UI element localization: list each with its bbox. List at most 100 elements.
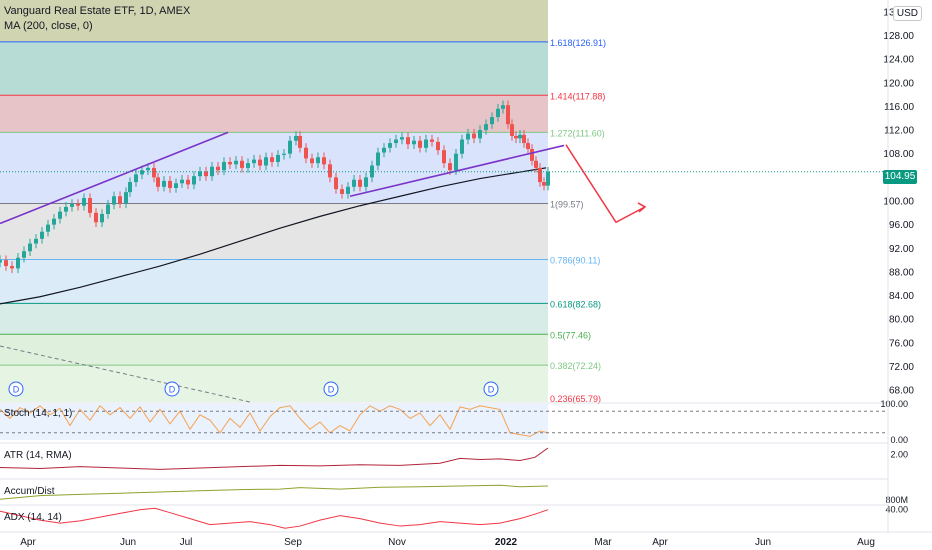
candle-body	[328, 164, 332, 178]
stoch-bg	[0, 404, 548, 440]
fib-level-label: 1(99.57)	[550, 200, 584, 210]
candle-body	[198, 171, 202, 177]
candle-body	[506, 105, 510, 125]
candle-body	[436, 141, 440, 151]
candle-body	[406, 137, 410, 145]
dividend-circle	[323, 381, 339, 397]
candle-body	[496, 108, 500, 118]
candle-body	[264, 157, 268, 166]
candle-body	[442, 150, 446, 164]
fib-level-label: 0.5(77.46)	[550, 330, 591, 340]
dividend-circle	[483, 381, 499, 397]
candle-body	[270, 157, 274, 162]
candle-body	[394, 139, 398, 144]
x-tick-label: Aug	[857, 537, 875, 548]
candle-body	[310, 158, 314, 164]
candle-body	[204, 171, 208, 177]
x-tick-label: Mar	[594, 537, 612, 548]
trend-line	[349, 144, 565, 198]
adx-tick-label: 40.00	[885, 505, 908, 515]
y-tick-label: 128.00	[883, 31, 914, 42]
candle-body	[134, 174, 138, 183]
candle-body	[210, 166, 214, 177]
candle-body	[334, 177, 338, 190]
dividend-letter: D	[488, 385, 495, 395]
chart-legend: Vanguard Real Estate ETF, 1D, AMEX MA (2…	[4, 4, 190, 34]
candle-body	[10, 266, 14, 269]
candle-body	[180, 179, 184, 184]
y-tick-label: 112.00	[884, 126, 914, 137]
accum-line	[0, 484, 549, 500]
candle-body	[152, 167, 156, 178]
fib-zone	[0, 41, 548, 96]
last-price-badge: 104.95	[883, 170, 917, 184]
y-tick-label: 80.00	[889, 315, 914, 326]
fib-zone	[0, 203, 548, 260]
candle-body	[460, 139, 464, 154]
candle-body	[418, 140, 422, 148]
candle-body	[316, 157, 320, 164]
candle-body	[186, 179, 190, 185]
fib-zone	[0, 95, 548, 133]
fib-level-label: 0.618(82.68)	[550, 299, 601, 309]
candle-body	[240, 160, 244, 168]
stoch-tick-label: 0.00	[890, 435, 908, 445]
currency-label[interactable]: USD	[892, 6, 922, 21]
candle-body	[34, 238, 38, 244]
candle-body	[472, 133, 476, 139]
y-tick-label: 88.00	[889, 267, 914, 278]
x-tick-label: Jul	[180, 537, 193, 548]
ma200-line	[0, 167, 547, 305]
dividend-marker: D	[8, 381, 24, 397]
candle-body	[168, 180, 172, 188]
ma-indicator-label[interactable]: MA (200, close, 0)	[4, 20, 93, 32]
fib-level-label: 0.236(65.79)	[550, 394, 601, 404]
candle-body	[124, 192, 128, 204]
x-tick-label: Apr	[652, 537, 668, 548]
y-tick-label: 108.00	[883, 149, 914, 160]
candle-body	[490, 117, 494, 125]
y-tick-label: 96.00	[889, 220, 914, 231]
candle-body	[294, 135, 298, 141]
candle-body	[258, 159, 262, 166]
atr-pane-label[interactable]: ATR (14, RMA)	[4, 450, 72, 461]
candle-body	[64, 206, 68, 212]
candle-body	[400, 137, 404, 140]
candle-body	[276, 154, 280, 162]
candle-body	[510, 124, 514, 136]
candle-body	[118, 196, 122, 204]
candle-body	[4, 260, 8, 267]
x-tick-label: 2022	[495, 537, 518, 548]
candle-body	[252, 159, 256, 164]
candle-body	[430, 139, 434, 142]
candle-body	[70, 203, 74, 207]
dividend-marker: D	[164, 381, 180, 397]
candle-body	[282, 153, 286, 155]
dividend-marker: D	[323, 381, 339, 397]
fib-level-label: 1.414(117.88)	[550, 91, 605, 101]
trend-line	[0, 131, 229, 225]
symbol-title[interactable]: Vanguard Real Estate ETF, 1D, AMEX	[4, 5, 191, 17]
fib-level-label: 1.272(111.60)	[550, 128, 605, 138]
candle-body	[364, 177, 368, 187]
candle-body	[542, 182, 546, 186]
y-tick-label: 124.00	[883, 55, 914, 66]
candle-body	[526, 143, 530, 149]
accum-pane-label[interactable]: Accum/Dist	[4, 486, 55, 497]
candle-body	[298, 135, 302, 148]
stoch-pane-label[interactable]: Stoch (14, 1, 1)	[4, 408, 73, 419]
candle-body	[106, 204, 110, 215]
projection-arrowhead	[637, 202, 647, 213]
candle-body	[174, 183, 178, 188]
dashed-trend-line	[0, 345, 251, 403]
candle-body	[94, 212, 98, 223]
candle-body	[484, 124, 488, 131]
candle-body	[22, 251, 26, 258]
dividend-letter: D	[169, 385, 176, 395]
candle-body	[228, 161, 232, 165]
y-tick-label: 76.00	[889, 338, 914, 349]
candle-body	[58, 211, 62, 219]
adx-pane-label[interactable]: ADX (14, 14)	[4, 512, 62, 523]
y-tick-label: 92.00	[889, 244, 914, 255]
